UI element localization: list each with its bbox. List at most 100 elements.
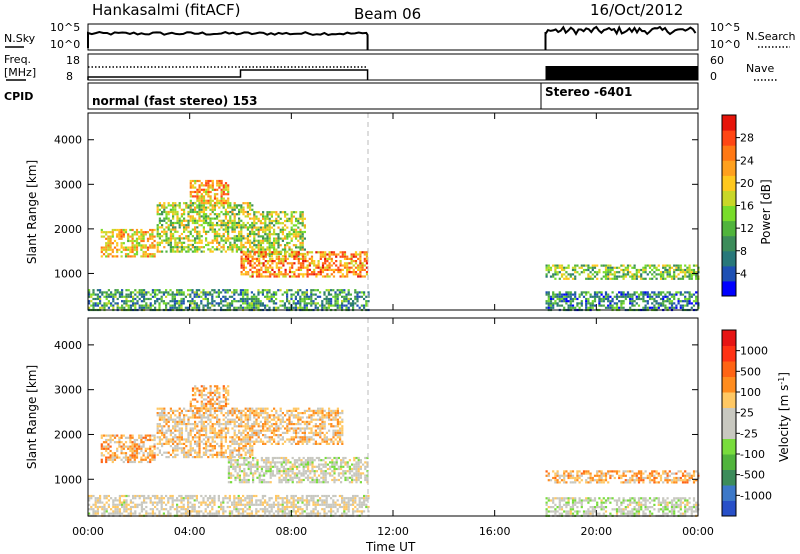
- heatmap-cell: [174, 449, 177, 452]
- heatmap-cell: [286, 431, 289, 434]
- heatmap-cell: [216, 402, 219, 405]
- heatmap-cell: [191, 387, 195, 390]
- heatmap-cell: [266, 224, 269, 227]
- heatmap-cell: [196, 206, 199, 209]
- heatmap-cell: [178, 431, 181, 434]
- heatmap-cell: [169, 304, 172, 307]
- heatmap-cell: [657, 304, 660, 307]
- heatmap-cell: [284, 215, 287, 218]
- heatmap-cell: [306, 253, 309, 256]
- heatmap-cell: [629, 293, 632, 296]
- heatmap-cell: [229, 453, 232, 456]
- heatmap-cell: [258, 264, 261, 267]
- heatmap-cell: [280, 470, 283, 473]
- heatmap-cell: [207, 188, 210, 191]
- heatmap-cell: [165, 418, 168, 421]
- heatmap-cell: [218, 434, 221, 437]
- heatmap-cell: [666, 297, 669, 301]
- heatmap-cell: [262, 248, 265, 251]
- heatmap-cell: [94, 297, 97, 301]
- heatmap-cell: [176, 420, 179, 423]
- heatmap-cell: [224, 193, 228, 196]
- heatmap-cell: [347, 300, 350, 303]
- heatmap-cell: [231, 213, 234, 216]
- heatmap-cell: [133, 255, 136, 258]
- heatmap-cell: [118, 306, 121, 309]
- heatmap-cell: [657, 306, 660, 309]
- heatmap-cell: [233, 431, 236, 434]
- heatmap-cell: [303, 306, 306, 309]
- heatmap-cell: [235, 434, 238, 437]
- heatmap-cell: [265, 481, 268, 484]
- heatmap-cell: [167, 219, 170, 222]
- heatmap-cell: [280, 260, 283, 263]
- heatmap-cell: [690, 275, 693, 278]
- heatmap-cell: [246, 250, 249, 253]
- heatmap-cell: [167, 416, 170, 419]
- heatmap-cell: [585, 306, 588, 309]
- heatmap-cell: [282, 260, 285, 263]
- heatmap-cell: [299, 262, 303, 265]
- heatmap-cell: [686, 304, 689, 307]
- heatmap-cell: [677, 302, 680, 305]
- heatmap-cell: [265, 461, 268, 464]
- heatmap-cell: [251, 217, 254, 220]
- heatmap-cell: [292, 228, 295, 231]
- heatmap-cell: [267, 470, 270, 473]
- heatmap-cell: [165, 235, 168, 238]
- heatmap-cell: [580, 291, 583, 294]
- heatmap-cell: [224, 208, 227, 211]
- heatmap-cell: [127, 306, 130, 309]
- heatmap-cell: [251, 445, 254, 448]
- heatmap-cell: [233, 239, 236, 242]
- heatmap-cell: [642, 300, 645, 303]
- heatmap-cell: [319, 427, 322, 430]
- heatmap-cell: [352, 264, 355, 267]
- heatmap-cell: [107, 434, 110, 437]
- heatmap-cell: [322, 465, 325, 468]
- heatmap-cell: [216, 416, 219, 419]
- heatmap-cell: [271, 465, 274, 468]
- heatmap-cell: [565, 275, 568, 278]
- heatmap-cell: [129, 239, 132, 243]
- heatmap-cell: [180, 306, 183, 309]
- heatmap-cell: [209, 195, 212, 198]
- heatmap-cell: [244, 226, 247, 229]
- heatmap-cell: [213, 407, 217, 410]
- heatmap-cell: [281, 304, 284, 307]
- heatmap-cell: [180, 304, 183, 307]
- heatmap-cell: [107, 237, 110, 240]
- heatmap-cell: [246, 289, 249, 292]
- heatmap-cell: [264, 222, 267, 225]
- heatmap-cell: [140, 293, 143, 296]
- heatmap-cell: [331, 478, 334, 482]
- heatmap-cell: [198, 436, 201, 439]
- heatmap-cell: [348, 257, 351, 260]
- heatmap-cell: [284, 255, 287, 258]
- heatmap-cell: [302, 465, 305, 468]
- heatmap-cell: [183, 210, 186, 214]
- heatmap-cell: [257, 429, 260, 432]
- heatmap-cell: [292, 211, 295, 214]
- heatmap-cell: [666, 275, 669, 278]
- heatmap-cell: [286, 423, 289, 426]
- heatmap-cell: [280, 474, 283, 477]
- heatmap-cell: [695, 297, 698, 301]
- heatmap-cell: [238, 431, 241, 434]
- heatmap-cell: [334, 434, 337, 437]
- heatmap-cell: [196, 431, 199, 434]
- heatmap-cell: [282, 461, 285, 464]
- heatmap-cell: [191, 438, 194, 441]
- heatmap-cell: [174, 210, 177, 214]
- heatmap-cell: [180, 213, 183, 216]
- heatmap-cell: [191, 221, 194, 225]
- heatmap-cell: [308, 407, 311, 410]
- heatmap-cell: [299, 297, 302, 301]
- heatmap-cell: [180, 302, 183, 305]
- heatmap-cell: [198, 293, 201, 296]
- heatmap-cell: [303, 300, 306, 303]
- heatmap-cell: [620, 306, 623, 309]
- heatmap-cell: [202, 217, 205, 220]
- heatmap-cell: [211, 199, 214, 202]
- heatmap-cell: [246, 241, 249, 244]
